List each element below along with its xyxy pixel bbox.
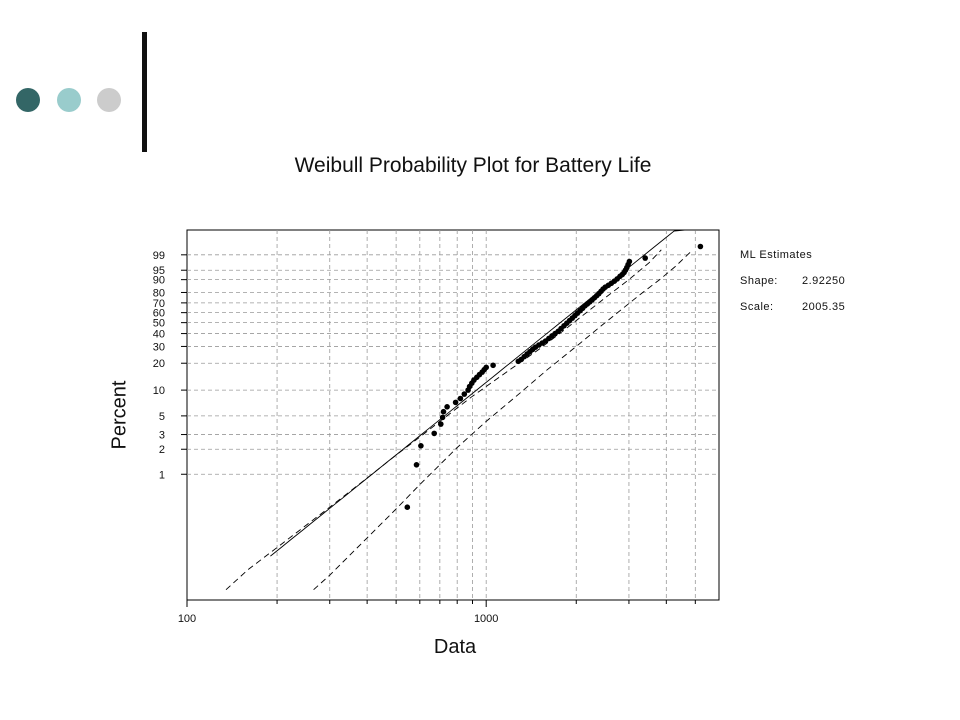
- data-point: [461, 391, 468, 397]
- estimates-legend: ML Estimates Shape: 2.92250 Scale: 2005.…: [740, 249, 845, 327]
- data-point: [439, 414, 446, 421]
- y-tick-label: 60: [153, 308, 165, 320]
- decorative-dots: [16, 88, 136, 112]
- data-point: [418, 443, 424, 449]
- decor-dot-light-teal: [57, 88, 81, 112]
- legend-scale-value: 2005.35: [802, 301, 846, 313]
- data-point: [444, 404, 450, 410]
- y-axis-label: Percent: [108, 380, 131, 450]
- y-tick-label: 99: [153, 250, 165, 262]
- chart-title: Weibull Probability Plot for Battery Lif…: [294, 154, 652, 177]
- legend-heading: ML Estimates: [740, 249, 813, 261]
- y-tick-label: 1: [159, 469, 165, 481]
- y-tick-label: 10: [153, 385, 165, 397]
- y-tick-label: 70: [153, 298, 165, 310]
- data-point: [440, 408, 447, 415]
- legend-row-shape: Shape: 2.92250: [740, 275, 845, 301]
- data-point: [483, 364, 490, 371]
- data-point: [490, 362, 496, 369]
- y-tick-label: 40: [153, 329, 165, 341]
- x-axis-label: Data: [433, 636, 477, 658]
- plot-frame: [186, 229, 720, 601]
- data-point: [642, 255, 648, 261]
- x-tick-label: 1000: [474, 613, 498, 625]
- legend-scale-key: Scale:: [740, 301, 774, 313]
- legend-shape-value: 2.92250: [802, 275, 846, 287]
- decor-dot-gray: [97, 88, 121, 112]
- y-tick-label: 20: [153, 358, 165, 370]
- y-tick-label: 95: [153, 265, 165, 277]
- y-tick-label: 80: [153, 287, 165, 299]
- data-point: [626, 258, 633, 265]
- data-point: [404, 504, 411, 511]
- legend-shape-key: Shape:: [740, 275, 778, 287]
- y-tick-label: 90: [153, 275, 165, 287]
- y-tick-label: 30: [153, 341, 165, 353]
- decor-vertical-bar: [142, 32, 147, 152]
- legend-row-scale: Scale: 2005.35: [740, 301, 845, 327]
- data-point: [438, 421, 444, 427]
- y-tick-label: 2: [159, 444, 165, 456]
- confidence-band-lower: [313, 250, 692, 591]
- data-point: [697, 243, 704, 250]
- data-point: [431, 430, 438, 437]
- data-point: [452, 399, 459, 406]
- y-tick-label: 50: [153, 318, 165, 330]
- y-tick-label: 3: [159, 430, 165, 442]
- y-tick-label: 5: [159, 411, 165, 423]
- decor-dot-dark-teal: [16, 88, 40, 112]
- fitted-line: [270, 229, 696, 557]
- x-tick-label: 100: [178, 613, 196, 625]
- confidence-band-upper: [225, 249, 662, 591]
- data-point: [413, 462, 420, 468]
- data-point: [457, 395, 464, 402]
